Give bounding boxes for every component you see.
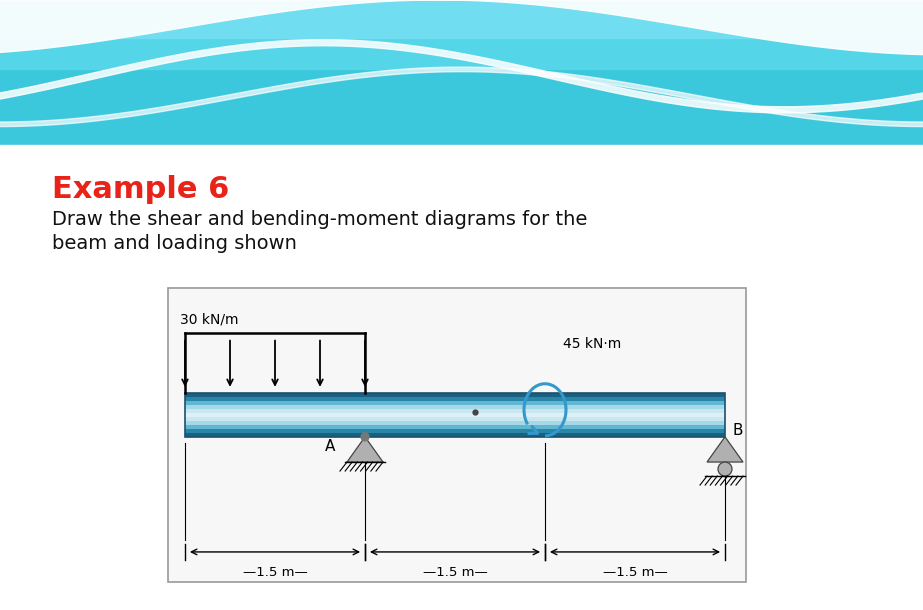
Bar — [185, 417, 725, 421]
Bar — [185, 425, 725, 429]
Bar — [185, 429, 725, 433]
Text: 45 kN·m: 45 kN·m — [563, 337, 621, 351]
Text: 30 kN/m: 30 kN/m — [180, 313, 238, 327]
Bar — [185, 405, 725, 409]
Polygon shape — [707, 437, 743, 462]
Circle shape — [361, 433, 369, 441]
Text: A: A — [325, 439, 335, 454]
Bar — [185, 396, 725, 401]
Text: beam and loading shown: beam and loading shown — [52, 234, 297, 253]
Bar — [185, 421, 725, 425]
Bar — [185, 393, 725, 437]
Bar — [185, 413, 725, 417]
Bar — [185, 409, 725, 413]
Circle shape — [718, 462, 732, 476]
Polygon shape — [347, 437, 383, 462]
Bar — [185, 433, 725, 437]
Text: —1.5 m—: —1.5 m— — [243, 566, 307, 579]
Text: —1.5 m—: —1.5 m— — [423, 566, 487, 579]
Text: B: B — [733, 423, 744, 439]
Bar — [185, 393, 725, 397]
Bar — [185, 401, 725, 405]
Text: —1.5 m—: —1.5 m— — [603, 566, 667, 579]
Text: Draw the shear and bending-moment diagrams for the: Draw the shear and bending-moment diagra… — [52, 210, 587, 229]
Text: Example 6: Example 6 — [52, 174, 230, 204]
Bar — [168, 288, 746, 582]
